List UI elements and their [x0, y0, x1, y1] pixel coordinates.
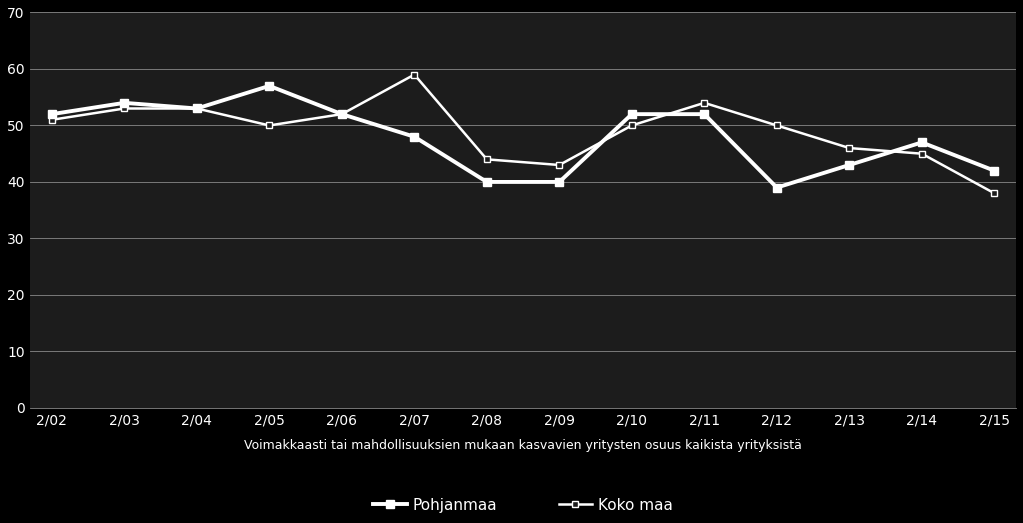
Koko maa: [408, 72, 420, 78]
Pohjanmaa: [263, 83, 275, 89]
X-axis label: Voimakkaasti tai mahdollisuuksien mukaan kasvavien yritysten osuus kaikista yrit: Voimakkaasti tai mahdollisuuksien mukaan…: [244, 439, 802, 451]
Line: Pohjanmaa: Pohjanmaa: [48, 82, 998, 192]
Pohjanmaa: [481, 179, 493, 185]
Koko maa: [119, 105, 131, 111]
Pohjanmaa: [916, 139, 928, 145]
Pohjanmaa: [190, 105, 203, 111]
Koko maa: [263, 122, 275, 129]
Koko maa: [190, 105, 203, 111]
Koko maa: [553, 162, 566, 168]
Koko maa: [770, 122, 783, 129]
Koko maa: [46, 117, 58, 123]
Koko maa: [916, 151, 928, 157]
Pohjanmaa: [626, 111, 638, 117]
Koko maa: [843, 145, 855, 151]
Koko maa: [698, 100, 710, 106]
Pohjanmaa: [119, 100, 131, 106]
Pohjanmaa: [770, 185, 783, 191]
Pohjanmaa: [988, 167, 1000, 174]
Koko maa: [626, 122, 638, 129]
Koko maa: [988, 190, 1000, 196]
Koko maa: [481, 156, 493, 163]
Pohjanmaa: [843, 162, 855, 168]
Pohjanmaa: [553, 179, 566, 185]
Legend: Pohjanmaa, Koko maa: Pohjanmaa, Koko maa: [367, 492, 679, 519]
Pohjanmaa: [698, 111, 710, 117]
Pohjanmaa: [336, 111, 348, 117]
Pohjanmaa: [408, 133, 420, 140]
Line: Koko maa: Koko maa: [48, 71, 997, 197]
Koko maa: [336, 111, 348, 117]
Pohjanmaa: [46, 111, 58, 117]
